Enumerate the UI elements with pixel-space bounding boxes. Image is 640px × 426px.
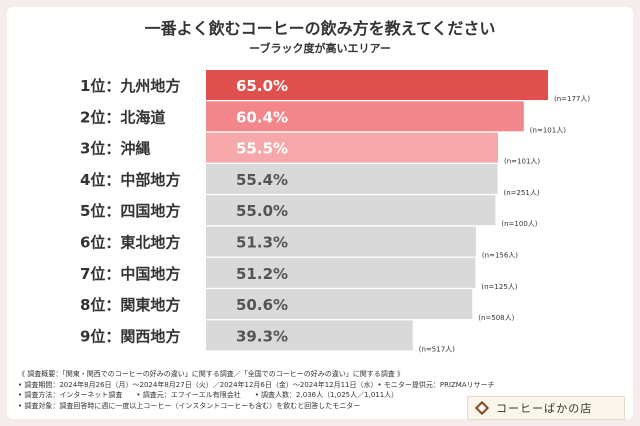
category-label: 5位：四国地方 bbox=[80, 202, 180, 220]
sample-size-label: (n=251人) bbox=[503, 189, 539, 197]
bar bbox=[206, 163, 498, 194]
category-label: 6位：東北地方 bbox=[80, 234, 180, 252]
survey-notes: 《 調査概要：「関東・関西でのコーヒーの好みの違い」に関する調査／「全国でのコー… bbox=[18, 369, 495, 411]
value-label: 55.4% bbox=[236, 171, 288, 189]
survey-note-method: • 調査方法：インターネット調査 • 調査元：エフイーエル有限会社 • 調査人数… bbox=[18, 391, 399, 400]
sample-size-label: (n=517人) bbox=[419, 345, 455, 353]
bar bbox=[206, 195, 496, 226]
bar bbox=[206, 320, 413, 351]
bar bbox=[206, 101, 524, 132]
category-label: 3位：沖縄 bbox=[80, 140, 150, 158]
category-label: 9位：関西地方 bbox=[80, 327, 180, 345]
sample-size-label: (n=508人) bbox=[478, 314, 514, 322]
category-label: 1位：九州地方 bbox=[80, 77, 180, 95]
category-label: 8位：関東地方 bbox=[80, 296, 180, 314]
value-label: 50.6% bbox=[236, 296, 288, 314]
sample-size-label: (n=100人) bbox=[501, 220, 537, 228]
value-label: 51.3% bbox=[236, 234, 288, 252]
bar bbox=[206, 226, 476, 257]
sample-size-label: (n=101人) bbox=[530, 126, 566, 134]
bar bbox=[206, 132, 499, 163]
sample-size-label: (n=101人) bbox=[504, 158, 540, 166]
sample-size-label: (n=156人) bbox=[482, 252, 518, 260]
chart-subtitle: ーブラック度が高いエリアー bbox=[249, 42, 391, 55]
value-label: 65.0% bbox=[236, 77, 288, 95]
category-label: 2位：北海道 bbox=[80, 108, 165, 126]
brand-logo: コーヒーばかの店 bbox=[467, 396, 625, 420]
sample-size-label: (n=177人) bbox=[554, 95, 590, 103]
value-label: 51.2% bbox=[236, 265, 288, 283]
bar bbox=[206, 70, 548, 100]
bar bbox=[206, 257, 476, 288]
value-label: 55.5% bbox=[236, 140, 288, 158]
value-label: 60.4% bbox=[236, 108, 288, 126]
category-label: 4位：中部地方 bbox=[80, 171, 180, 189]
survey-note-target: • 調査対象：調査回答時に週に一度以上コーヒー（インスタントコーヒーも含む）を飲… bbox=[18, 401, 361, 410]
chart-title: 一番よく飲むコーヒーの飲み方を教えてください bbox=[144, 19, 496, 38]
value-label: 39.3% bbox=[236, 327, 288, 345]
brand-logo-text: コーヒーばかの店 bbox=[496, 402, 593, 415]
coffee-bean-diamond-icon bbox=[474, 400, 490, 416]
survey-note-period: • 調査期間：2024年8月26日（月）～2024年8月27日（火）／2024年… bbox=[18, 380, 495, 389]
survey-note-overview: 《 調査概要：「関東・関西でのコーヒーの好みの違い」に関する調査／「全国でのコー… bbox=[18, 370, 404, 378]
sample-size-label: (n=125人) bbox=[481, 283, 517, 291]
value-label: 55.0% bbox=[236, 202, 288, 220]
bar bbox=[206, 289, 473, 320]
category-label: 7位：中国地方 bbox=[80, 265, 180, 283]
